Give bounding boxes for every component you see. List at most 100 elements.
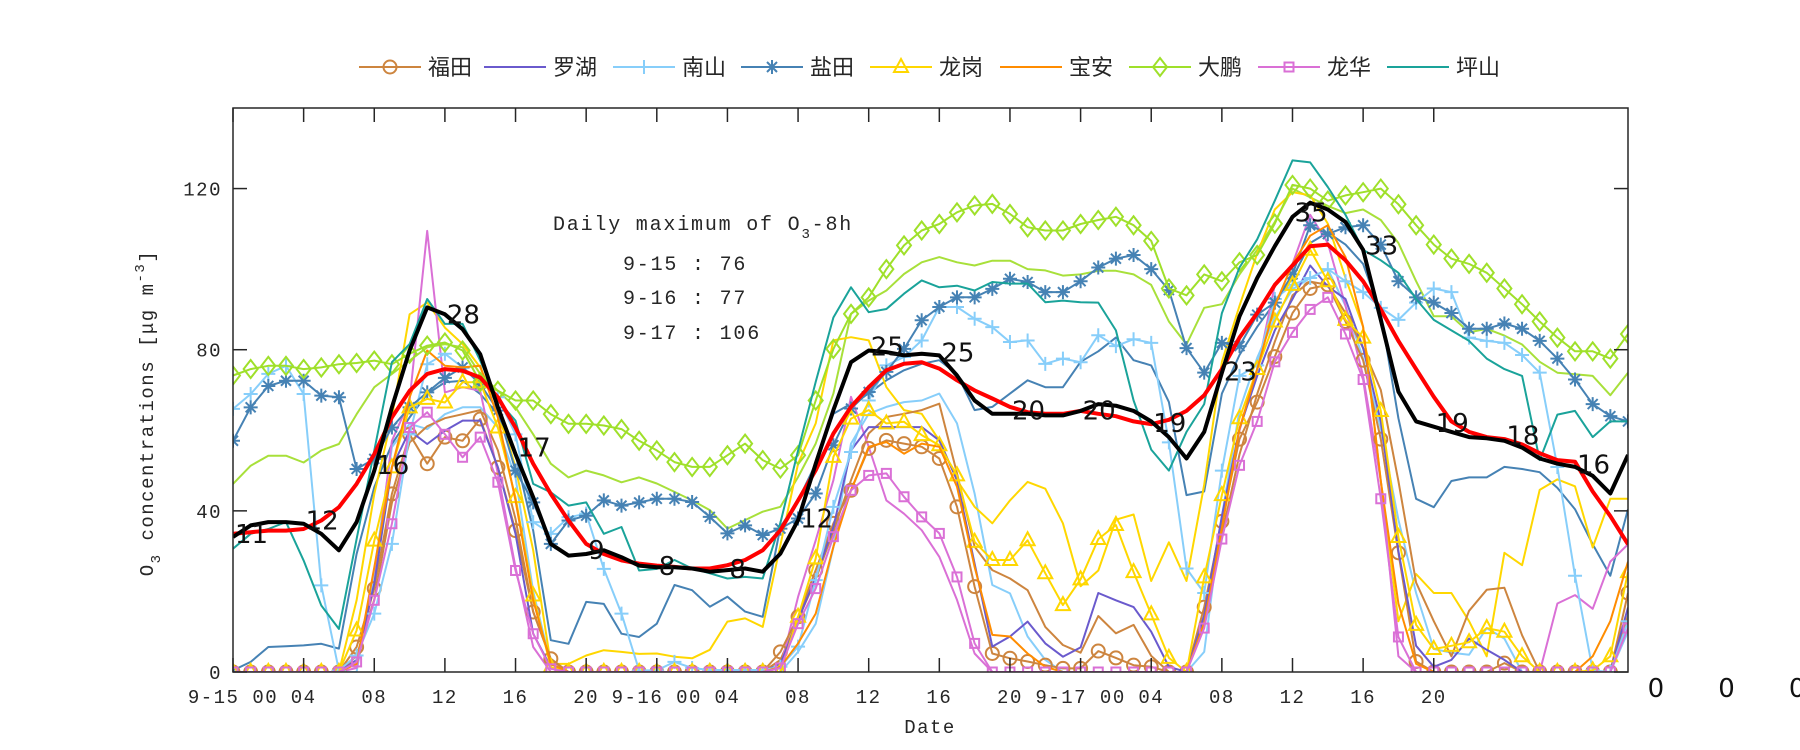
series-3-point (1197, 365, 1212, 380)
series-2-point (1126, 332, 1141, 347)
series-6-point (1337, 184, 1354, 207)
series-7-point (951, 571, 963, 583)
series-7-point (845, 484, 857, 496)
series-2-point (1568, 568, 1583, 583)
series-6-point (1602, 347, 1619, 370)
x-tick-label: 04 (715, 687, 741, 709)
legend-label: 龙岗 (939, 56, 983, 81)
companion-series-3-line (233, 191, 1628, 672)
series-7-point (1622, 622, 1628, 634)
legend-item-2[interactable]: 南山 (613, 56, 726, 81)
series-4-point (418, 388, 436, 405)
series-7-point (757, 666, 769, 672)
data-label: 23 (1224, 357, 1257, 387)
series-7-point (615, 666, 627, 672)
series-1 (233, 264, 1628, 672)
series-4-point (1107, 514, 1125, 531)
x-tick-label: 20 (573, 687, 599, 709)
annotation-title: Daily maximum of O3-8h (553, 214, 853, 243)
series-6-point (1213, 270, 1231, 292)
legend-item-1[interactable]: 罗湖 (484, 56, 597, 81)
series-7-point (633, 666, 645, 672)
series-6-point (789, 444, 807, 466)
series-7-point (1269, 356, 1281, 368)
series-0-point (1373, 431, 1389, 447)
series-3-point (1603, 409, 1618, 424)
legend-label: 坪山 (1456, 56, 1500, 81)
series-3-point (1497, 316, 1512, 331)
series-4-point (1124, 561, 1143, 579)
series-6-point (436, 331, 454, 354)
series-2-point (596, 561, 611, 576)
series-7-point (1534, 666, 1546, 672)
series-4-point (1372, 400, 1390, 417)
series-2-point (1038, 356, 1053, 371)
series-0-point (1090, 643, 1106, 659)
series-4-point (1442, 635, 1461, 652)
legend-item-8[interactable]: 坪山 (1387, 56, 1500, 81)
series-7-point (563, 666, 575, 672)
series-4-point (347, 620, 366, 637)
series-6-point (454, 339, 471, 362)
series-6-point (1125, 214, 1142, 236)
series-7-point (386, 518, 398, 530)
series-2-point (1621, 614, 1628, 629)
series-2-point (844, 445, 859, 460)
series-3-point (632, 495, 647, 510)
series-4-point (912, 425, 931, 442)
series-4-point (1601, 646, 1620, 663)
series-6-point (825, 338, 842, 360)
legend-marker-icon (1283, 61, 1295, 73)
series-3-point (1426, 295, 1441, 310)
companion-series-0 (233, 187, 1628, 530)
series-3-point (349, 461, 364, 476)
series-6-point (242, 358, 259, 380)
series-3-point (685, 494, 700, 509)
series-3-point (1585, 397, 1600, 412)
series-5-line (233, 224, 1628, 672)
series-4-line (233, 248, 1628, 672)
series-6-point (471, 371, 489, 393)
series-7-point (474, 431, 486, 443)
series-6-point (772, 457, 789, 480)
series-0-point (1443, 664, 1459, 672)
series-7-point (245, 666, 257, 672)
series-7-point (421, 406, 433, 418)
series-4-point (436, 392, 454, 409)
series-2-point (914, 333, 929, 348)
series-3-point (667, 491, 682, 506)
series-4-point (1336, 309, 1355, 326)
series-6-point (1584, 340, 1601, 362)
series-3-point (914, 313, 929, 328)
series-7-point (1110, 666, 1122, 672)
series-7-point (527, 628, 539, 640)
legend-item-0[interactable]: 福田 (359, 56, 472, 81)
legend-item-3[interactable]: 盐田 (741, 56, 854, 81)
series-2-point (1303, 271, 1318, 286)
series-6-point (948, 201, 966, 223)
x-tick-label: 08 (361, 687, 387, 709)
series-4-point (1460, 632, 1478, 649)
y-axis-title-mid: concentrations [μg m (137, 282, 159, 553)
legend-item-6[interactable]: 大鹏 (1129, 56, 1242, 81)
series-7-point (1039, 666, 1051, 672)
series-6-point (736, 432, 754, 455)
series-2-point (1144, 335, 1159, 350)
series-6-point (1054, 219, 1072, 242)
series-2-point (1002, 335, 1017, 350)
series-6-point (577, 413, 595, 435)
x-tick-label: 04 (291, 687, 317, 709)
series-6-point (860, 286, 877, 308)
series-2-point (296, 387, 311, 402)
series-0-point (878, 432, 894, 448)
series-6-point (507, 389, 524, 412)
legend-item-4[interactable]: 龙岗 (870, 56, 983, 81)
legend-label: 南山 (682, 56, 726, 81)
series-7-point (1322, 291, 1334, 303)
series-3-point (1338, 220, 1353, 235)
series-3-point (985, 281, 1000, 296)
series-1-line (233, 264, 1628, 672)
legend-item-7[interactable]: 龙华 (1258, 56, 1371, 81)
series-3-point (702, 509, 717, 524)
legend-item-5[interactable]: 宝安 (1000, 56, 1113, 81)
